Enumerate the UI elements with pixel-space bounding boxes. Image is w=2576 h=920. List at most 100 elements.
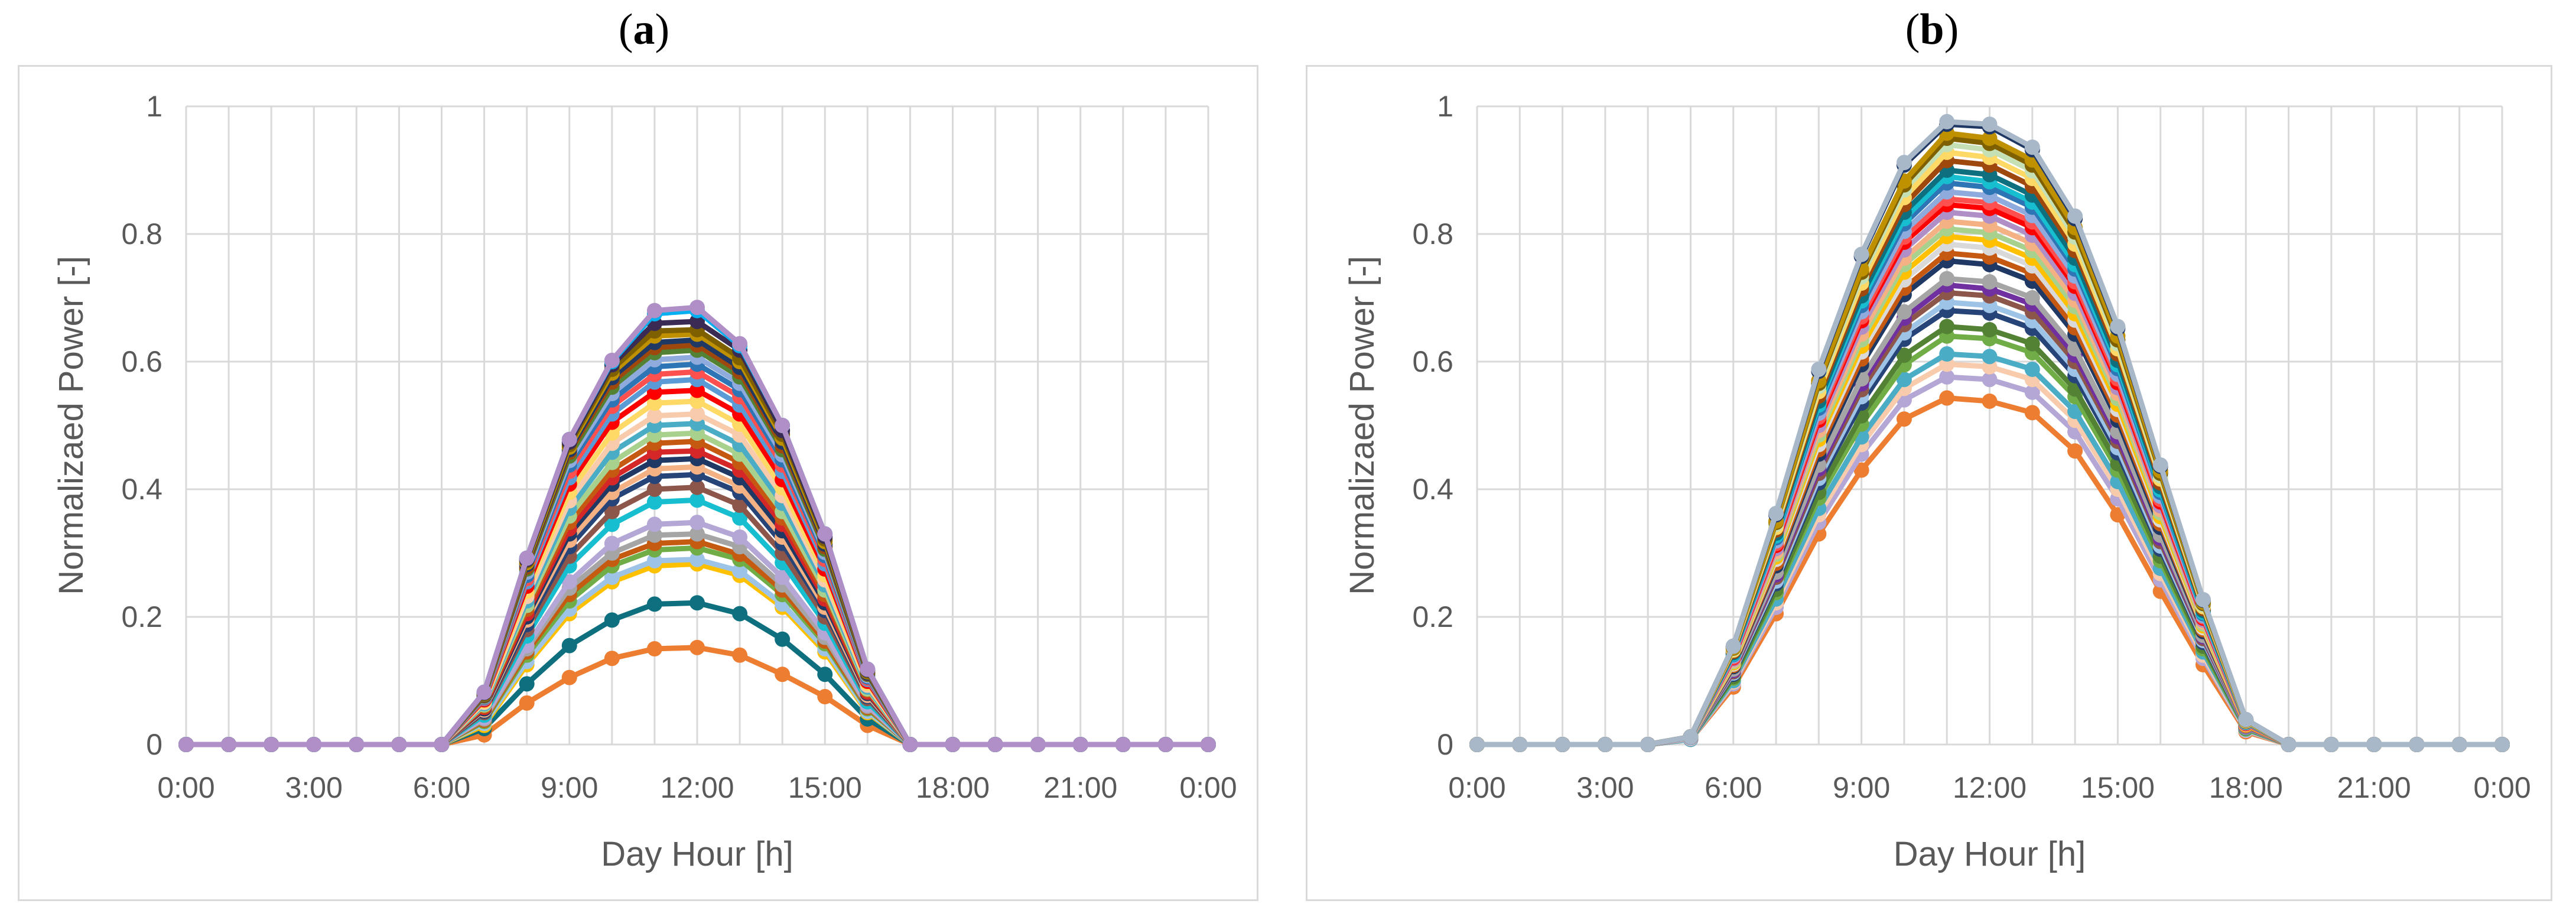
data-point	[689, 382, 705, 398]
data-point	[1683, 729, 1699, 745]
data-point	[646, 408, 662, 424]
data-point	[604, 352, 620, 368]
data-point	[604, 612, 620, 628]
data-point	[349, 737, 365, 752]
data-point	[1030, 737, 1046, 752]
data-point	[1853, 462, 1869, 478]
data-point	[732, 647, 748, 663]
y-tick-label: 1	[146, 90, 162, 123]
data-point	[604, 516, 620, 532]
x-tick-label: 21:00	[2337, 771, 2411, 804]
data-point	[689, 492, 705, 508]
y-tick-label: 0	[1437, 728, 1453, 761]
data-point	[2195, 591, 2211, 607]
data-point	[732, 336, 748, 352]
data-point	[264, 737, 279, 752]
x-axis-title: Day Hour [h]	[601, 835, 793, 873]
data-point	[604, 535, 620, 551]
x-tick-label: 6:00	[413, 771, 470, 804]
data-point	[646, 527, 662, 543]
data-point	[519, 550, 535, 566]
data-point	[306, 737, 322, 752]
data-point	[1512, 737, 1528, 752]
data-point	[1939, 113, 1955, 129]
data-point	[2024, 405, 2040, 421]
y-tick-label: 1	[1437, 90, 1453, 123]
data-point	[817, 526, 833, 542]
data-point	[646, 482, 662, 497]
data-point	[689, 639, 705, 655]
chart-frame-a	[18, 65, 1258, 901]
data-point	[2024, 384, 2040, 400]
data-point	[2024, 336, 2040, 352]
data-point	[519, 676, 535, 692]
data-point	[689, 526, 705, 542]
panel-b-letter: b	[1920, 5, 1944, 54]
data-point	[1982, 116, 1998, 132]
data-point	[646, 494, 662, 510]
x-tick-label: 9:00	[541, 771, 598, 804]
y-tick-label: 0.8	[121, 217, 162, 251]
data-point	[178, 737, 194, 752]
data-point	[732, 529, 748, 545]
y-tick-label: 0.6	[121, 345, 162, 378]
data-point	[561, 638, 577, 654]
data-point	[2238, 711, 2254, 727]
data-point	[689, 515, 705, 531]
x-tick-label: 21:00	[1043, 771, 1117, 804]
data-point	[689, 300, 705, 316]
data-point	[902, 737, 918, 752]
data-point	[987, 737, 1003, 752]
data-point	[1640, 737, 1656, 752]
x-tick-label: 18:00	[2209, 771, 2283, 804]
data-point	[1896, 411, 1912, 427]
data-point	[2152, 457, 2168, 473]
data-point	[732, 498, 748, 513]
y-tick-label: 0.8	[1412, 217, 1453, 251]
data-point	[604, 651, 620, 667]
data-point	[1982, 274, 1998, 290]
x-tick-label: 12:00	[1953, 771, 2027, 804]
y-tick-label: 0.4	[121, 473, 162, 506]
data-point	[732, 510, 748, 526]
data-point	[1896, 304, 1912, 320]
data-point	[1896, 347, 1912, 363]
data-point	[1982, 393, 1998, 409]
x-tick-label: 0:00	[157, 771, 214, 804]
data-point	[1982, 349, 1998, 365]
data-point	[646, 596, 662, 612]
data-point	[775, 667, 791, 682]
data-point	[1115, 737, 1131, 752]
data-point	[519, 695, 535, 711]
data-point	[561, 431, 577, 447]
x-tick-label: 6:00	[1705, 771, 1762, 804]
x-tick-label: 15:00	[788, 771, 862, 804]
data-point	[1939, 271, 1955, 287]
data-point	[2024, 361, 2040, 377]
data-point	[2494, 737, 2510, 752]
y-tick-label: 0.4	[1412, 473, 1453, 506]
data-point	[817, 667, 833, 682]
data-point	[1939, 346, 1955, 362]
x-tick-label: 15:00	[2081, 771, 2155, 804]
data-point	[2024, 290, 2040, 305]
y-tick-label: 0	[146, 728, 162, 761]
data-point	[1896, 372, 1912, 388]
panel-b: (b) 0 0.2 0.4 0.6 0.8 1 0:00 3:00 6:00 9:00 12:00 1…	[1288, 0, 2576, 920]
data-point	[775, 418, 791, 433]
data-point	[1201, 737, 1216, 752]
chart-a: 0 0.2 0.4 0.6 0.8 1 0:00 3:00 6:00 9:00 12:00 15:00…	[52, 90, 1237, 873]
panel-b-label: (b)	[1905, 5, 1959, 54]
data-point	[1939, 318, 1955, 334]
data-point	[2110, 318, 2126, 334]
data-point	[1982, 372, 1998, 388]
series-31	[1469, 113, 2510, 752]
data-point	[817, 689, 833, 704]
data-point	[1982, 131, 1998, 146]
data-point	[646, 303, 662, 318]
data-point	[2409, 737, 2425, 752]
data-point	[1157, 737, 1173, 752]
data-point	[689, 479, 705, 495]
data-point	[732, 563, 748, 579]
data-point	[1939, 390, 1955, 406]
